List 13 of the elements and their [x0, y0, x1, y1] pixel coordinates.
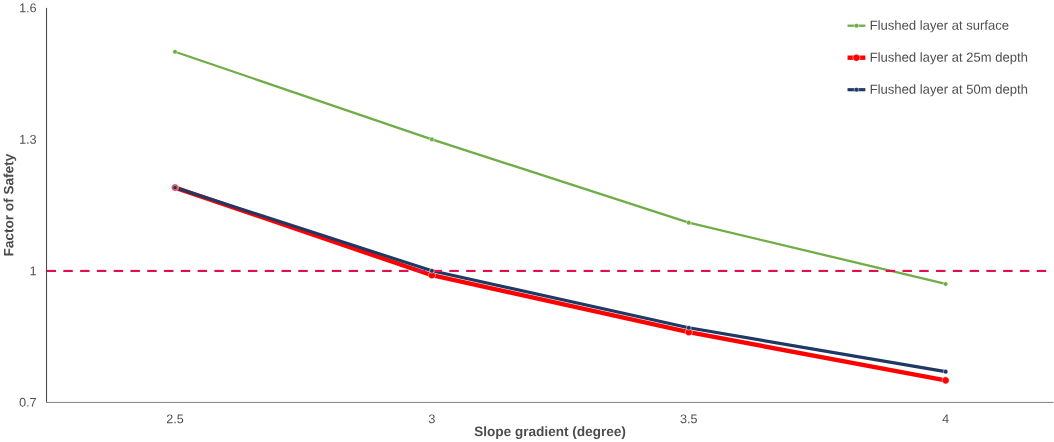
x-tick-label: 3.5 — [680, 414, 697, 424]
legend-label: Flushed layer at surface — [870, 19, 1009, 33]
x-tick-label: 4 — [942, 414, 949, 423]
y-tick-label: 1.6 — [20, 3, 37, 13]
y-tick-label: 1 — [30, 266, 36, 275]
x-axis-title: Slope gradient (degree) — [474, 426, 626, 439]
y-tick-label: 1.3 — [20, 134, 37, 144]
legend-label: Flushed layer at 25m depth — [870, 51, 1028, 65]
x-tick-label: 2.5 — [166, 414, 184, 424]
y-tick-label: 0.7 — [19, 397, 36, 407]
y-axis-title: Factor of Safety — [3, 153, 17, 256]
x-tick-label: 3 — [428, 414, 435, 424]
legend-label: Flushed layer at 50m depth — [870, 83, 1028, 97]
